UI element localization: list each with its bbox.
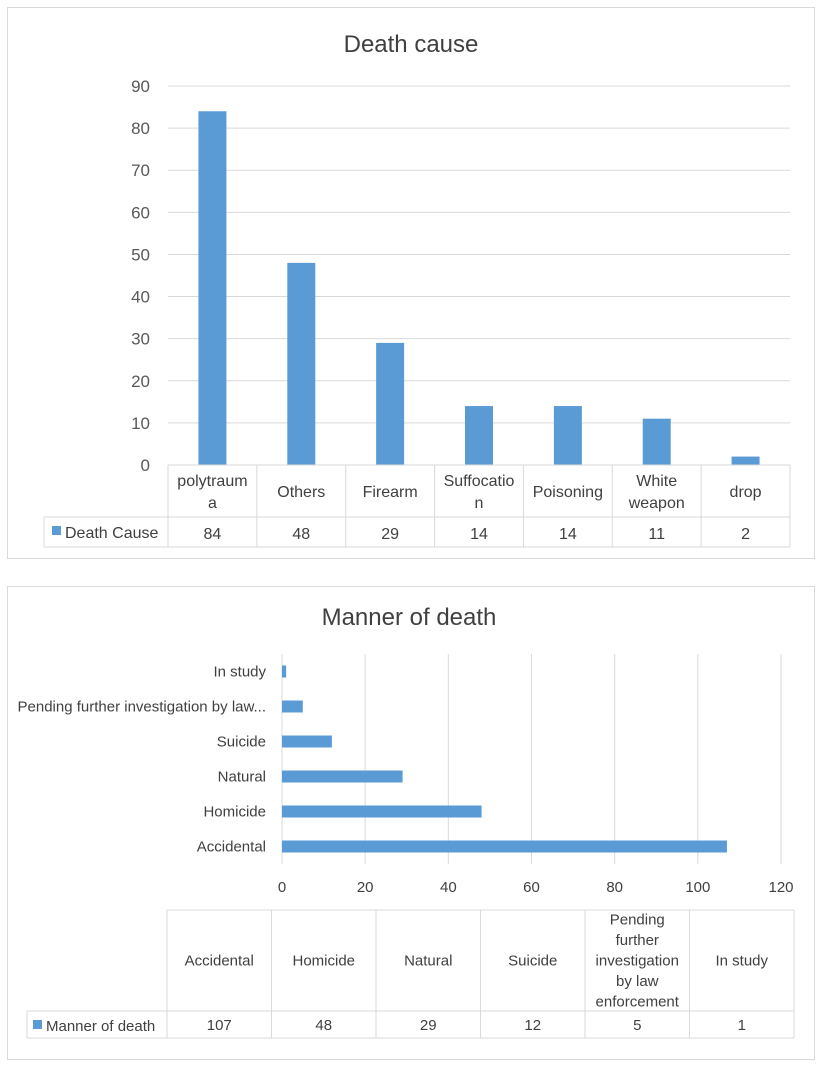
data-label: 48 bbox=[315, 1017, 332, 1034]
category-label: weapon bbox=[628, 495, 685, 512]
bar-5 bbox=[282, 700, 303, 713]
y-tick-label: 70 bbox=[131, 161, 150, 180]
bar-7 bbox=[731, 456, 760, 465]
y-tick-label: 90 bbox=[131, 77, 150, 96]
bar-5 bbox=[553, 406, 582, 465]
bar-2 bbox=[282, 805, 482, 818]
y-category-label: Accidental bbox=[197, 839, 266, 856]
x-tick-label: 60 bbox=[523, 879, 540, 896]
y-tick-label: 40 bbox=[131, 288, 150, 307]
category-label: enforcement bbox=[596, 994, 680, 1011]
y-category-label: Natural bbox=[218, 769, 266, 786]
bar-3 bbox=[282, 770, 403, 783]
data-label: 48 bbox=[292, 526, 310, 543]
data-label: 107 bbox=[207, 1017, 232, 1034]
x-tick-label: 80 bbox=[606, 879, 623, 896]
bar-4 bbox=[465, 406, 493, 465]
category-label: drop bbox=[730, 484, 762, 501]
y-category-label: Suicide bbox=[217, 734, 266, 751]
y-tick-label: 10 bbox=[131, 414, 150, 433]
bar-4 bbox=[282, 735, 332, 748]
category-label: Accidental bbox=[185, 953, 254, 970]
category-label: by law bbox=[616, 973, 659, 990]
y-category-label: Pending further investigation by law... bbox=[18, 699, 266, 716]
y-tick-label: 30 bbox=[131, 330, 150, 349]
data-label: 11 bbox=[648, 526, 665, 543]
category-label: Firearm bbox=[363, 484, 418, 501]
y-tick-label: 60 bbox=[131, 203, 150, 222]
x-tick-label: 20 bbox=[357, 879, 374, 896]
y-tick-label: 0 bbox=[141, 456, 150, 475]
category-label: Poisoning bbox=[533, 484, 603, 501]
bar-2 bbox=[287, 262, 316, 465]
category-label: White bbox=[636, 473, 677, 490]
manner-of-death-chart-panel: Manner of death 0 20 40 60 80 100 120 Accidental… bbox=[7, 586, 815, 1060]
data-label: 84 bbox=[204, 526, 222, 543]
data-label: 5 bbox=[633, 1017, 641, 1034]
chart-title: Manner of death bbox=[322, 604, 497, 631]
category-label: Homicide bbox=[292, 953, 355, 970]
manner-of-death-chart: Manner of death 0 20 40 60 80 100 120 Accidental… bbox=[18, 604, 795, 1039]
data-label: 29 bbox=[420, 1017, 437, 1034]
data-label: 12 bbox=[524, 1017, 541, 1034]
data-label: 1 bbox=[738, 1017, 746, 1034]
x-tick-label: 0 bbox=[278, 879, 286, 896]
chart-title: Death cause bbox=[344, 31, 479, 58]
y-tick-label: 50 bbox=[131, 245, 150, 264]
bar-6 bbox=[282, 665, 287, 678]
data-label: 14 bbox=[470, 526, 488, 543]
category-label: In study bbox=[715, 953, 768, 970]
x-tick-label: 40 bbox=[440, 879, 457, 896]
y-category-label: In study bbox=[213, 664, 266, 681]
y-category-label: Homicide bbox=[203, 804, 266, 821]
category-label: Suicide bbox=[508, 953, 557, 970]
category-label: further bbox=[616, 932, 659, 949]
category-label: n bbox=[475, 495, 484, 512]
category-label: polytraum bbox=[177, 473, 247, 490]
death-cause-chart: Death cause 0 10 20 30 40 50 60 70 80 90 polytraum a… bbox=[43, 31, 791, 548]
legend-series-name: Death Cause bbox=[65, 525, 158, 542]
x-tick-label: 100 bbox=[685, 879, 710, 896]
y-tick-label: 80 bbox=[131, 119, 150, 138]
category-label: a bbox=[208, 495, 217, 512]
y-tick-label: 20 bbox=[131, 372, 150, 391]
x-tick-label: 120 bbox=[768, 879, 793, 896]
bar-6 bbox=[642, 418, 671, 465]
death-cause-chart-panel: Death cause 0 10 20 30 40 50 60 70 80 90 polytraum a… bbox=[7, 7, 815, 559]
category-label: Natural bbox=[404, 953, 452, 970]
category-label: investigation bbox=[596, 953, 679, 970]
data-label: 2 bbox=[741, 526, 750, 543]
data-label: 14 bbox=[559, 526, 577, 543]
bar-3 bbox=[376, 342, 405, 465]
legend-series-name: Manner of death bbox=[46, 1018, 155, 1035]
category-label: Others bbox=[277, 484, 325, 501]
category-label: Suffocatio bbox=[444, 473, 515, 490]
legend-key bbox=[52, 526, 61, 535]
bar-1 bbox=[198, 111, 227, 466]
category-label: Pending bbox=[610, 912, 665, 929]
legend-key bbox=[33, 1020, 42, 1029]
bar-1 bbox=[282, 840, 727, 853]
data-label: 29 bbox=[381, 526, 399, 543]
